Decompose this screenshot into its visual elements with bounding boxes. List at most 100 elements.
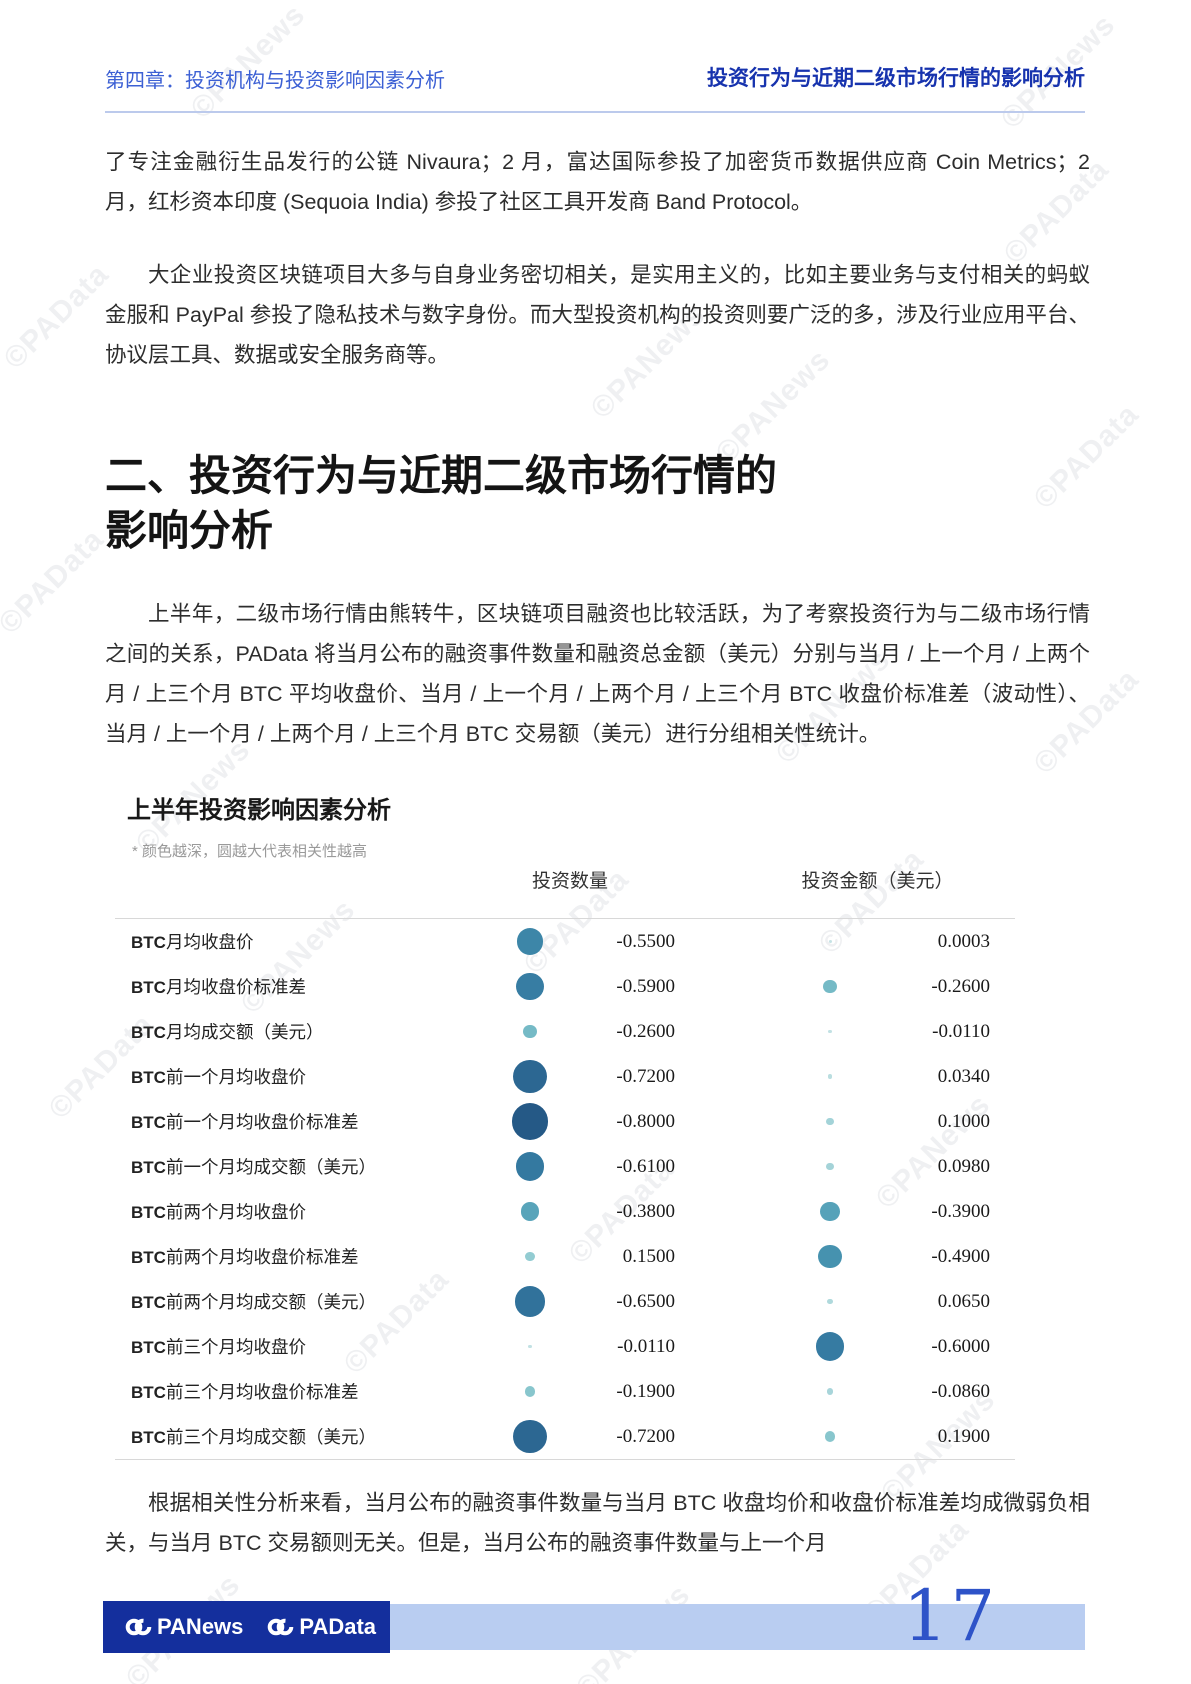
correlation-bubble	[827, 1298, 833, 1305]
padata-logo-text: PAData	[299, 1614, 377, 1639]
section-heading-line1: 二、投资行为与近期二级市场行情的	[105, 452, 778, 499]
row-label-prefix: BTC	[131, 1338, 166, 1357]
chart-note: * 颜色越深，圆越大代表相关性越高	[132, 843, 368, 860]
row-label: BTC前三个月均成交额（美元）	[131, 1427, 376, 1447]
correlation-value-amount: -0.0860	[931, 1380, 990, 1402]
row-label: BTC前一个月均成交额（美元）	[131, 1157, 376, 1177]
table-row: BTC前三个月均收盘价 -0.0110 -0.6000	[115, 1324, 1015, 1369]
row-label-prefix: BTC	[131, 1158, 166, 1177]
correlation-bubble	[516, 972, 544, 1001]
correlation-bubble	[513, 1059, 547, 1094]
correlation-value-amount: -0.4900	[931, 1245, 990, 1267]
correlation-bubble	[511, 1103, 549, 1140]
correlation-value-count: -0.7200	[616, 1425, 675, 1447]
section-heading: 二、投资行为与近期二级市场行情的 影响分析	[105, 448, 777, 558]
correlation-bubble	[523, 1024, 537, 1039]
correlation-bubble	[524, 1386, 536, 1397]
bubble-cell	[465, 1202, 595, 1221]
correlation-bubble	[826, 1162, 834, 1171]
correlation-bubble	[828, 1029, 832, 1034]
correlation-value-amount: 0.1900	[937, 1425, 990, 1447]
correlation-value-amount: 0.0340	[937, 1065, 990, 1087]
correlation-value-count: -0.2600	[616, 1020, 675, 1042]
correlation-value-amount: 0.1000	[937, 1110, 990, 1132]
table-row: BTC前三个月均成交额（美元） -0.7200 0.1900	[115, 1414, 1015, 1459]
row-label: BTC前三个月均收盘价	[131, 1337, 306, 1357]
bubble-cell	[765, 979, 895, 994]
bubble-cell	[765, 1298, 895, 1305]
correlation-value-amount: 0.0980	[937, 1155, 990, 1177]
watermark-text: ©PANews	[184, 0, 312, 126]
row-label: BTC前一个月均收盘价	[131, 1067, 306, 1087]
footer-logo-box: PANews PAData	[103, 1601, 390, 1653]
row-label: BTC前两个月均收盘价标准差	[131, 1247, 359, 1267]
correlation-value-amount: -0.3900	[931, 1200, 990, 1222]
panews-logo-text: PANews	[157, 1614, 244, 1639]
bubble-cell	[465, 1103, 595, 1140]
row-label-prefix: BTC	[131, 1428, 166, 1447]
correlation-value-count: -0.5900	[616, 975, 675, 997]
bubble-cell	[765, 1431, 895, 1442]
correlation-value-count: -0.0110	[617, 1335, 675, 1357]
header-section: 投资行为与近期二级市场行情的影响分析	[707, 67, 1085, 90]
row-label: BTC月均收盘价标准差	[131, 977, 306, 997]
table-row: BTC前一个月均成交额（美元） -0.6100 0.0980	[115, 1144, 1015, 1189]
correlation-value-amount: 0.0650	[937, 1290, 990, 1312]
infinity-rings-icon	[125, 1618, 152, 1636]
table-row: BTC前两个月均收盘价 -0.3800 -0.3900	[115, 1189, 1015, 1234]
row-label-prefix: BTC	[131, 1293, 166, 1312]
correlation-bubble	[513, 1419, 547, 1454]
correlation-bubble	[826, 1388, 834, 1395]
bubble-cell	[765, 1074, 895, 1079]
section-heading-line2: 影响分析	[105, 507, 274, 554]
row-label-prefix: BTC	[131, 978, 166, 997]
bubble-cell	[765, 940, 895, 943]
correlation-table-header: 投资数量 投资金额（美元）	[115, 860, 1015, 898]
row-label-prefix: BTC	[131, 933, 166, 952]
watermark-text: ©PAData	[0, 522, 111, 641]
row-label-prefix: BTC	[131, 1383, 166, 1402]
table-row: BTC月均收盘价标准差 -0.5900 -0.2600	[115, 964, 1015, 1009]
bubble-cell	[465, 928, 595, 955]
paragraph-3: 上半年，二级市场行情由熊转牛，区块链项目融资也比较活跃，为了考察投资行为与二级市…	[105, 602, 1090, 746]
row-label-prefix: BTC	[131, 1068, 166, 1087]
correlation-value-amount: -0.6000	[931, 1335, 990, 1357]
correlation-bubble	[826, 1117, 834, 1126]
bubble-cell	[465, 1344, 595, 1349]
table-row: BTC月均收盘价 -0.5500 0.0003	[115, 919, 1015, 964]
row-label-prefix: BTC	[131, 1203, 166, 1222]
correlation-bubble	[815, 1332, 845, 1361]
bubble-cell	[765, 1244, 895, 1269]
correlation-bubble	[824, 1431, 836, 1442]
page-number: 17	[903, 1575, 999, 1657]
correlation-table-body: BTC月均收盘价 -0.5500 0.0003 BTC月均收盘价标准差 -0.5900 -…	[115, 918, 1015, 1460]
correlation-bubble	[818, 1244, 842, 1269]
correlation-value-count: -0.8000	[616, 1110, 675, 1132]
bubble-cell	[765, 1388, 895, 1395]
bubble-cell	[765, 1117, 895, 1126]
row-label: BTC前两个月均成交额（美元）	[131, 1292, 376, 1312]
table-row: BTC前三个月均收盘价标准差 -0.1900 -0.0860	[115, 1369, 1015, 1414]
bubble-cell	[465, 1059, 595, 1094]
row-label-prefix: BTC	[131, 1113, 166, 1132]
correlation-value-count: -0.3800	[616, 1200, 675, 1222]
header-chapter: 第四章：投资机构与投资影响因素分析	[105, 70, 445, 92]
table-row: BTC前一个月均收盘价 -0.7200 0.0340	[115, 1054, 1015, 1099]
bubble-cell	[465, 1419, 595, 1454]
bubble-cell	[465, 1251, 595, 1262]
bubble-cell	[765, 1201, 895, 1222]
column-header-amount: 投资金额（美元）	[801, 870, 954, 892]
correlation-value-amount: -0.0110	[932, 1020, 990, 1042]
panews-logo: PANews	[125, 1614, 243, 1640]
table-row: BTC前两个月均成交额（美元） -0.6500 0.0650	[115, 1279, 1015, 1324]
correlation-bubble	[528, 1344, 532, 1349]
watermark-text: ©PAData	[1027, 397, 1146, 516]
column-header-count: 投资数量	[531, 870, 608, 892]
watermark-text: ©PAData	[0, 257, 116, 376]
bubble-cell	[465, 1024, 595, 1039]
chart-title: 上半年投资影响因素分析	[127, 797, 391, 824]
paragraph-2: 大企业投资区块链项目大多与自身业务密切相关，是实用主义的，比如主要业务与支付相关…	[105, 263, 1090, 367]
row-label: BTC前两个月均收盘价	[131, 1202, 306, 1222]
row-label: BTC月均收盘价	[131, 932, 254, 952]
